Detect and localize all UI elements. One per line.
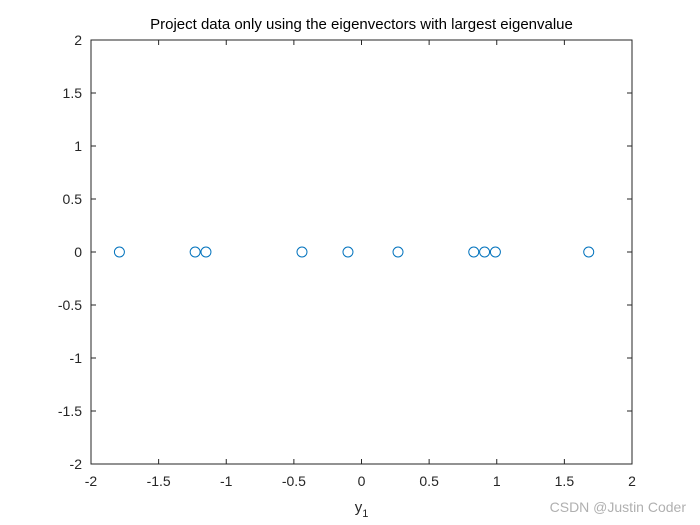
y-tick-label: -1 [70,350,83,366]
x-tick-label: 0 [358,473,366,489]
data-point [583,246,595,258]
x-tick-label: -2 [85,473,98,489]
x-tick-label: -1 [220,473,233,489]
x-axis-label-subscript: 1 [362,508,368,520]
data-point [189,246,201,258]
data-point [113,246,125,258]
data-point [342,246,354,258]
x-tick-label: 1.5 [555,473,575,489]
x-tick-label: -1.5 [147,473,171,489]
x-tick-label: 0.5 [419,473,439,489]
data-point [479,246,491,258]
data-point [392,246,404,258]
y-tick-label: -0.5 [58,297,82,313]
y-tick-label: 1.5 [63,85,83,101]
data-point [468,246,480,258]
x-tick-label: 2 [628,473,636,489]
y-tick-label: 1 [74,138,82,154]
plot-area [90,39,633,465]
data-point [489,246,501,258]
data-point [200,246,212,258]
y-tick-label: -2 [70,456,83,472]
data-point [296,246,308,258]
watermark: CSDN @Justin Coder [549,499,686,515]
y-tick-label: -1.5 [58,403,82,419]
y-tick-label: 0 [74,244,82,260]
x-axis-label: y1 [355,499,369,520]
chart-title: Project data only using the eigenvectors… [150,16,573,33]
x-tick-label: 1 [493,473,501,489]
y-tick-label: 2 [74,32,82,48]
x-tick-label: -0.5 [282,473,306,489]
y-tick-label: 0.5 [63,191,83,207]
x-axis-label-main: y [355,499,363,516]
